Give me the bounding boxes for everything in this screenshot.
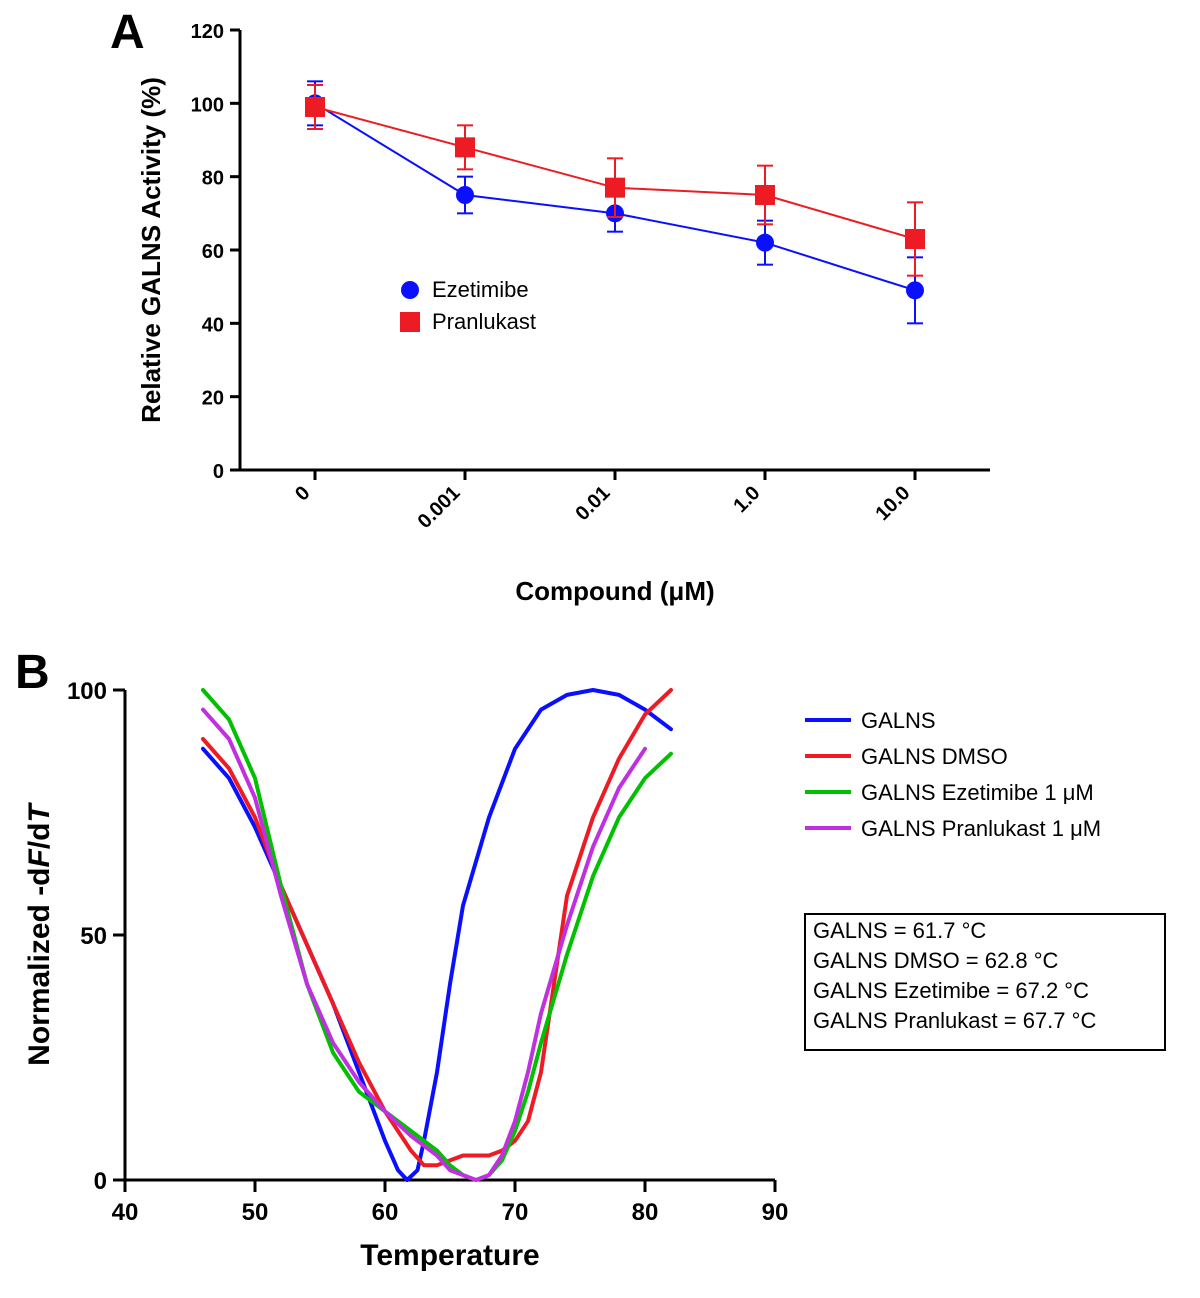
svg-text:80: 80	[632, 1199, 659, 1226]
svg-text:0.001: 0.001	[414, 482, 465, 533]
svg-text:10.0: 10.0	[871, 482, 914, 525]
svg-text:90: 90	[762, 1199, 789, 1226]
svg-text:GALNS Pranlukast 1 μM: GALNS Pranlukast 1 μM	[861, 816, 1101, 841]
svg-text:GALNS = 61.7 °C: GALNS = 61.7 °C	[813, 918, 986, 943]
svg-text:0.01: 0.01	[571, 482, 614, 525]
svg-text:70: 70	[502, 1199, 529, 1226]
svg-text:60: 60	[202, 241, 224, 263]
panel-b-chart: 0 50 100 40 50 60 70 80 90 Normalized -dF/dT Tempe…	[15, 670, 1185, 1290]
svg-text:Compound (μM): Compound (μM)	[515, 576, 714, 606]
svg-text:0: 0	[291, 482, 314, 505]
panel-a-chart: 0 20 40 60 80 100 120 0 0.001 0.01 1.0 10.0 Relative…	[130, 10, 1030, 660]
figure: A 02040608010012000.0010.011.010.0Relati…	[0, 0, 1200, 1298]
svg-text:40: 40	[202, 314, 224, 336]
svg-text:GALNS Ezetimibe = 67.2 °C: GALNS Ezetimibe = 67.2 °C	[813, 978, 1089, 1003]
svg-text:GALNS: GALNS	[861, 708, 936, 733]
svg-text:Relative GALNS Activity (%): Relative GALNS Activity (%)	[136, 77, 166, 423]
svg-text:0: 0	[213, 461, 224, 483]
svg-text:Temperature: Temperature	[360, 1239, 540, 1272]
svg-text:20: 20	[202, 388, 224, 410]
svg-text:40: 40	[112, 1199, 139, 1226]
svg-text:GALNS DMSO = 62.8 °C: GALNS DMSO = 62.8 °C	[813, 948, 1058, 973]
svg-text:120: 120	[191, 21, 224, 43]
svg-text:Normalized -dF/dT: Normalized -dF/dT	[23, 801, 56, 1065]
svg-text:GALNS DMSO: GALNS DMSO	[861, 744, 1008, 769]
svg-text:100: 100	[67, 678, 107, 705]
svg-text:50: 50	[242, 1199, 269, 1226]
svg-text:60: 60	[372, 1199, 399, 1226]
svg-text:100: 100	[191, 94, 224, 116]
svg-text:50: 50	[80, 923, 107, 950]
svg-text:GALNS Ezetimibe 1 μM: GALNS Ezetimibe 1 μM	[861, 780, 1094, 805]
svg-text:Pranlukast: Pranlukast	[432, 309, 536, 334]
svg-text:Ezetimibe: Ezetimibe	[432, 277, 529, 302]
svg-text:80: 80	[202, 168, 224, 190]
svg-text:1.0: 1.0	[729, 482, 764, 517]
svg-text:GALNS Pranlukast = 67.7 °C: GALNS Pranlukast = 67.7 °C	[813, 1008, 1096, 1033]
svg-text:0: 0	[94, 1168, 107, 1195]
